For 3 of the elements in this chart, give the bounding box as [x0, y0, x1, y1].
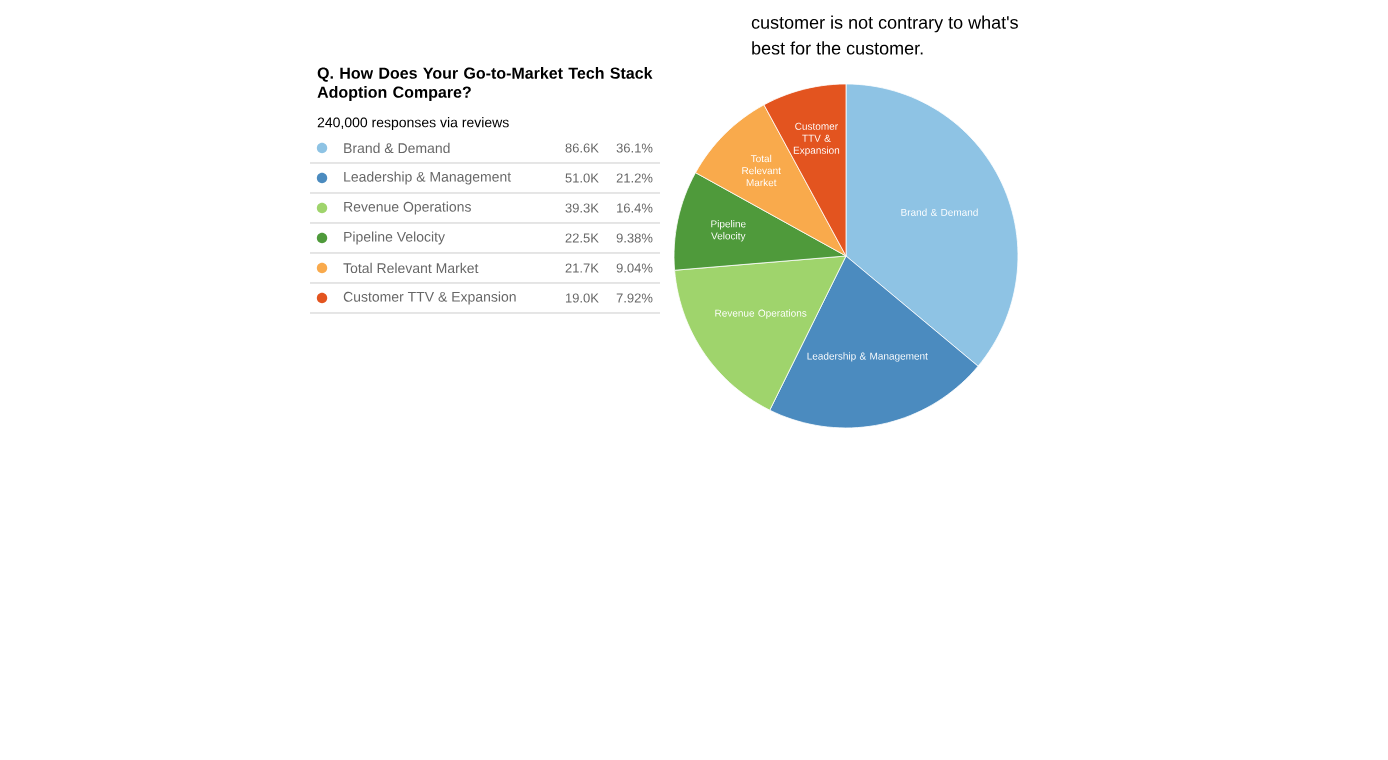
chart-title: Q. How Does Your Go-to-Market Tech Stack Adoption Compare?: [317, 67, 653, 101]
text: customer is not contrary to what's: [751, 15, 1018, 33]
text: best for the customer.: [752, 41, 923, 55]
